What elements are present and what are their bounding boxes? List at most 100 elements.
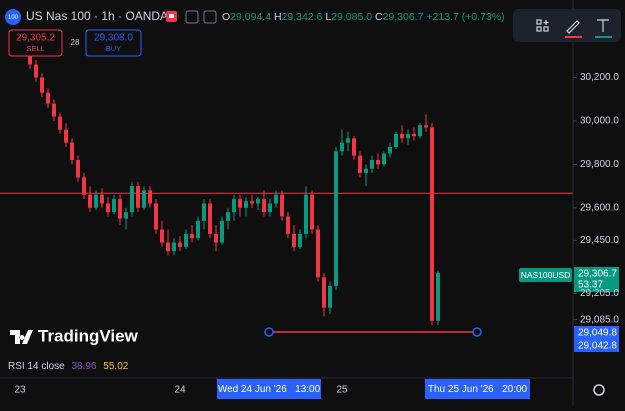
candle-body xyxy=(94,194,98,208)
candle-body xyxy=(370,160,374,169)
candle-body xyxy=(76,160,80,178)
x-tick-label: 23 xyxy=(14,385,26,396)
candle-body xyxy=(166,242,170,252)
candle-body xyxy=(334,151,338,286)
symbol-title[interactable]: US Nas 100 · 1h · OANDA xyxy=(26,9,168,23)
crosshair-price: 29,049.8 xyxy=(578,328,617,339)
sell-label: SELL xyxy=(26,44,44,53)
candle-body xyxy=(148,190,152,204)
candle-body xyxy=(364,168,368,174)
last-price-tag xyxy=(574,267,619,292)
y-tick-label: 30,000.0 xyxy=(580,116,619,127)
candle-body xyxy=(124,212,128,219)
y-tick-label: 29,085.0 xyxy=(580,314,619,325)
buy-label: BUY xyxy=(106,44,121,53)
indicator-value: 38.96 xyxy=(71,361,96,372)
sell-button[interactable] xyxy=(8,29,63,57)
candle-body xyxy=(112,199,116,213)
candle-body xyxy=(310,194,314,230)
indicator-name: RSI 14 close xyxy=(8,361,65,372)
candle-body xyxy=(46,92,50,104)
candle-body xyxy=(136,186,140,208)
candle-body xyxy=(28,55,32,65)
ohlc-value: 29,085.0 xyxy=(331,11,372,23)
watermark-logo xyxy=(10,330,33,344)
candle-body xyxy=(274,194,278,204)
candle-body xyxy=(394,133,398,147)
time-cursor-label: Wed 24 Jun '26 13:00 xyxy=(218,384,321,395)
candle-body xyxy=(244,201,248,208)
symbol-logo-text: 100 xyxy=(8,15,19,21)
text-icon[interactable] xyxy=(597,19,609,32)
candle-body xyxy=(352,138,356,156)
candle-body xyxy=(226,212,230,221)
candle-body xyxy=(64,129,68,143)
buy-button[interactable] xyxy=(85,29,142,57)
candle-body xyxy=(268,203,272,213)
symbol-logo[interactable] xyxy=(5,9,21,25)
candle-body xyxy=(70,142,74,161)
candle-body xyxy=(340,142,344,152)
candle-body xyxy=(262,199,266,213)
candle-body xyxy=(292,233,296,247)
candle-body xyxy=(406,133,410,139)
crosshair-price-tag xyxy=(574,339,619,352)
ohlc-value: 29,306.7 xyxy=(383,11,424,23)
countdown: 53:37 xyxy=(578,280,603,291)
alert-icon[interactable] xyxy=(185,10,199,24)
objects-icon[interactable] xyxy=(536,26,542,32)
y-tick-label: 29,600.0 xyxy=(580,202,619,213)
candle-body xyxy=(328,285,332,308)
candle-body xyxy=(88,194,92,208)
x-tick-label: 24 xyxy=(174,385,186,396)
ohlc-value: 29,342.6 xyxy=(282,11,323,23)
candle-body xyxy=(412,133,416,137)
candle-body xyxy=(178,242,182,247)
candle-body xyxy=(172,242,176,252)
plot-area xyxy=(0,49,573,337)
candle-body xyxy=(358,155,362,174)
candle-body xyxy=(160,229,164,243)
objects-icon[interactable] xyxy=(543,20,549,25)
candle-body xyxy=(424,125,428,128)
time-cursor-box xyxy=(217,379,321,399)
y-tick-label: 30,200.0 xyxy=(580,72,619,83)
candle-body xyxy=(154,203,158,230)
settings-icon[interactable] xyxy=(593,384,605,396)
candle-body xyxy=(130,186,134,213)
x-tick-label: 25 xyxy=(336,385,348,396)
indicator-legend: RSI 14 close 38.96 55.02 xyxy=(8,361,129,372)
candle-body xyxy=(304,194,308,234)
ohlc-legend: O29,094.4 H29,342.6 L29,085.0 C29,306.7 … xyxy=(222,11,505,23)
time-cursor-box xyxy=(425,379,530,399)
trend-line-handle xyxy=(264,327,274,337)
candle-body xyxy=(52,103,56,117)
objects-icon[interactable] xyxy=(543,26,549,32)
candle-body xyxy=(322,277,326,308)
candle-body xyxy=(58,116,62,130)
candle-body xyxy=(286,216,290,234)
sell-price: 29,305.2 xyxy=(16,33,55,44)
candle-body xyxy=(316,229,320,278)
objects-icon[interactable] xyxy=(536,19,542,25)
crosshair-price-tag xyxy=(574,326,619,339)
y-tick-label: 29,800.0 xyxy=(580,159,619,170)
candle-body xyxy=(250,201,254,204)
candle-body xyxy=(256,199,260,204)
symbol-tag xyxy=(519,268,572,282)
candle-body xyxy=(118,199,122,219)
change-value: +213.7 (+0.73%) xyxy=(426,11,504,23)
indicator-value: 55.02 xyxy=(103,361,128,372)
candle-body xyxy=(100,194,104,204)
ohlc-key: L xyxy=(325,11,331,23)
replay-icon[interactable] xyxy=(203,10,217,24)
candle-body xyxy=(400,133,404,139)
flag-icon-glyph xyxy=(169,14,174,18)
candle-body xyxy=(202,203,206,221)
candle-body xyxy=(430,127,434,321)
candle-body xyxy=(298,233,302,247)
trend-line-handle xyxy=(472,327,482,337)
brush-icon[interactable] xyxy=(566,20,580,34)
